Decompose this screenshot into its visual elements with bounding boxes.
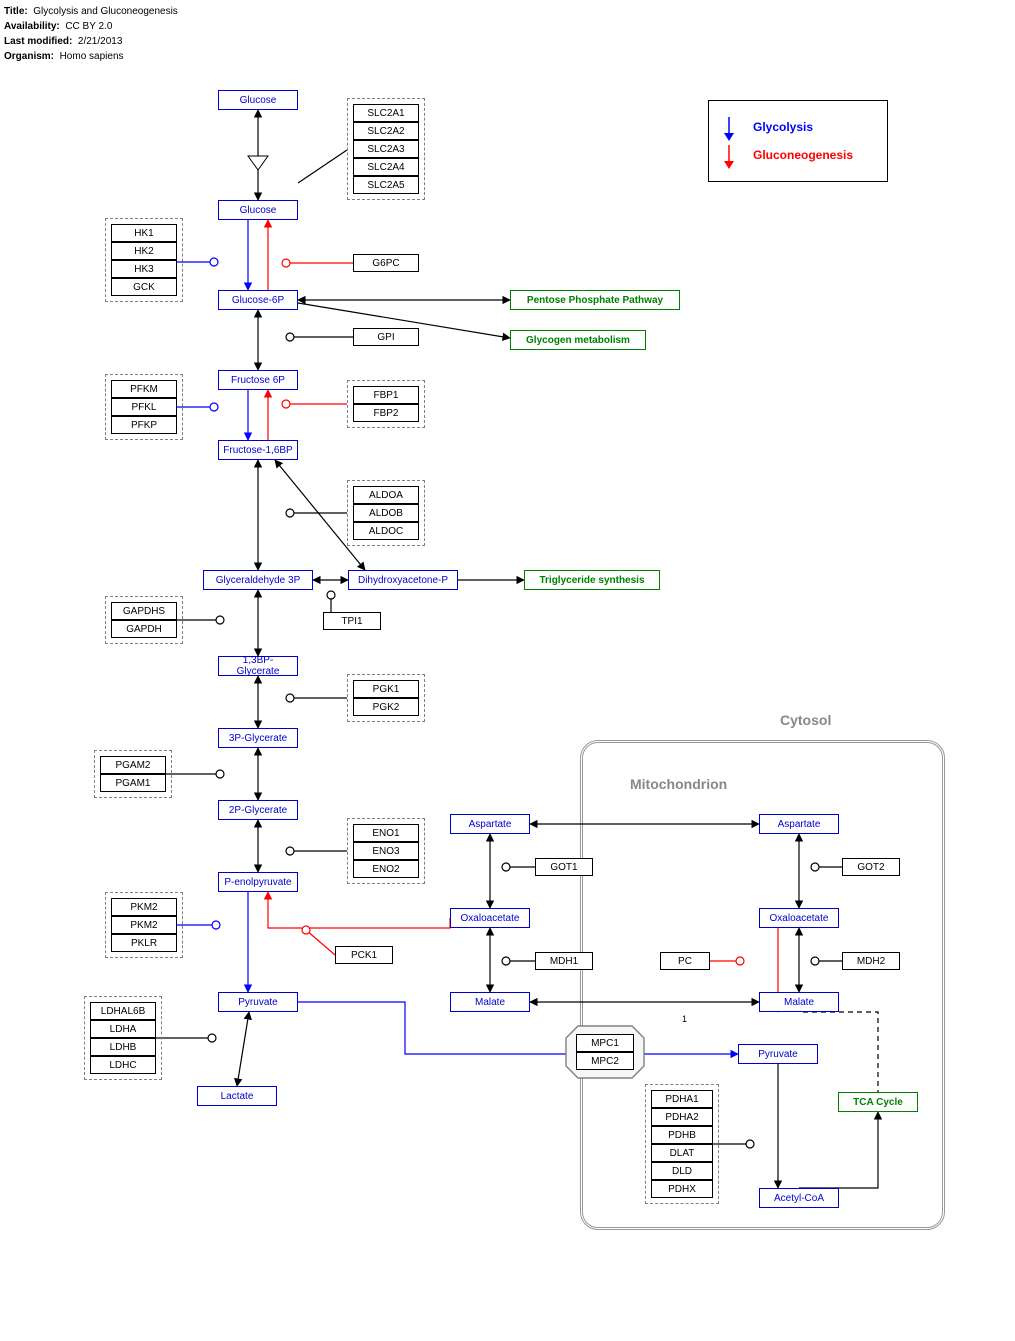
gene-pfk-2[interactable]: PFKP bbox=[111, 416, 177, 434]
meta-availability: CC BY 2.0 bbox=[65, 21, 112, 32]
gene-hk-1[interactable]: HK2 bbox=[111, 242, 177, 260]
gene-g6pc-0[interactable]: G6PC bbox=[353, 254, 419, 272]
gene-slc2-2[interactable]: SLC2A3 bbox=[353, 140, 419, 158]
meta-organism-label: Organism: bbox=[4, 51, 54, 62]
gluconeogenesis-arrow-icon bbox=[721, 143, 739, 167]
gene-pfk-0[interactable]: PFKM bbox=[111, 380, 177, 398]
gene-pck1-0[interactable]: PCK1 bbox=[335, 946, 393, 964]
gene-pgam-0[interactable]: PGAM2 bbox=[100, 756, 166, 774]
gene-fbp-0[interactable]: FBP1 bbox=[353, 386, 419, 404]
metabolite-aspartate[interactable]: Aspartate bbox=[450, 814, 530, 834]
gene-gapdh-0[interactable]: GAPDHS bbox=[111, 602, 177, 620]
gene-slc2-3[interactable]: SLC2A4 bbox=[353, 158, 419, 176]
gene-pk-1[interactable]: PKM2 bbox=[111, 916, 177, 934]
glycolysis-arrow-icon bbox=[721, 115, 739, 139]
meta-availability-label: Availability: bbox=[4, 21, 60, 32]
metabolite-gap[interactable]: Glyceraldehyde 3P bbox=[203, 570, 313, 590]
gene-pdh-4[interactable]: DLD bbox=[651, 1162, 713, 1180]
metabolite-aspartate_m[interactable]: Aspartate bbox=[759, 814, 839, 834]
metabolite-pyruvate[interactable]: Pyruvate bbox=[218, 992, 298, 1012]
gene-slc2-0[interactable]: SLC2A1 bbox=[353, 104, 419, 122]
metabolite-f16bp[interactable]: Fructose-1,6BP bbox=[218, 440, 298, 460]
pathway-tgsyn[interactable]: Triglyceride synthesis bbox=[524, 570, 660, 590]
legend-gluconeogenesis: Gluconeogenesis bbox=[721, 143, 875, 167]
metabolite-malate[interactable]: Malate bbox=[450, 992, 530, 1012]
metabolite-lactate[interactable]: Lactate bbox=[197, 1086, 277, 1106]
gene-mdh2-0[interactable]: MDH2 bbox=[842, 952, 900, 970]
pathway-ppp[interactable]: Pentose Phosphate Pathway bbox=[510, 290, 680, 310]
meta-title: Glycolysis and Gluconeogenesis bbox=[33, 6, 178, 17]
metabolite-malate_m[interactable]: Malate bbox=[759, 992, 839, 1012]
meta-lastmod: 2/21/2013 bbox=[78, 36, 123, 47]
gene-pfk-1[interactable]: PFKL bbox=[111, 398, 177, 416]
metabolite-glucose_ext[interactable]: Glucose bbox=[218, 90, 298, 110]
gene-hk-2[interactable]: HK3 bbox=[111, 260, 177, 278]
gene-eno-0[interactable]: ENO1 bbox=[353, 824, 419, 842]
gene-aldo-2[interactable]: ALDOC bbox=[353, 522, 419, 540]
edge bbox=[237, 1012, 249, 1086]
gene-pk-2[interactable]: PKLR bbox=[111, 934, 177, 952]
gene-mpc-0[interactable]: MPC1 bbox=[576, 1034, 634, 1052]
gene-ldh-1[interactable]: LDHA bbox=[90, 1020, 156, 1038]
edge bbox=[268, 892, 450, 928]
metabolite-pep[interactable]: P-enolpyruvate bbox=[218, 872, 298, 892]
gene-pgam-1[interactable]: PGAM1 bbox=[100, 774, 166, 792]
gene-pgk-1[interactable]: PGK2 bbox=[353, 698, 419, 716]
legend-glycolysis: Glycolysis bbox=[721, 115, 875, 139]
gene-pgk-0[interactable]: PGK1 bbox=[353, 680, 419, 698]
metabolite-pg2[interactable]: 2P-Glycerate bbox=[218, 800, 298, 820]
gene-slc2-4[interactable]: SLC2A5 bbox=[353, 176, 419, 194]
gene-pdh-2[interactable]: PDHB bbox=[651, 1126, 713, 1144]
gene-pdh-5[interactable]: PDHX bbox=[651, 1180, 713, 1198]
legend-gluconeogenesis-label: Gluconeogenesis bbox=[753, 148, 853, 162]
header-meta: Title: Glycolysis and Gluconeogenesis Ava… bbox=[4, 4, 178, 64]
gene-ldh-2[interactable]: LDHB bbox=[90, 1038, 156, 1056]
metabolite-bpg[interactable]: 1,3BP-Glycerate bbox=[218, 656, 298, 676]
gene-pc-0[interactable]: PC bbox=[660, 952, 710, 970]
pathway-glyc[interactable]: Glycogen metabolism bbox=[510, 330, 646, 350]
gene-fbp-1[interactable]: FBP2 bbox=[353, 404, 419, 422]
meta-title-label: Title: bbox=[4, 6, 28, 17]
meta-lastmod-label: Last modified: bbox=[4, 36, 72, 47]
meta-organism: Homo sapiens bbox=[60, 51, 124, 62]
gene-got2-0[interactable]: GOT2 bbox=[842, 858, 900, 876]
metabolite-g6p[interactable]: Glucose-6P bbox=[218, 290, 298, 310]
gene-got1-0[interactable]: GOT1 bbox=[535, 858, 593, 876]
gene-slc2-1[interactable]: SLC2A2 bbox=[353, 122, 419, 140]
gene-ldh-0[interactable]: LDHAL6B bbox=[90, 1002, 156, 1020]
gene-hk-3[interactable]: GCK bbox=[111, 278, 177, 296]
gene-gapdh-1[interactable]: GAPDH bbox=[111, 620, 177, 638]
gene-aldo-1[interactable]: ALDOB bbox=[353, 504, 419, 522]
gene-hk-0[interactable]: HK1 bbox=[111, 224, 177, 242]
metabolite-oaa_m[interactable]: Oxaloacetate bbox=[759, 908, 839, 928]
edge bbox=[306, 930, 335, 955]
footnote-1: 1 bbox=[682, 1014, 687, 1024]
mitochondrion-label: Mitochondrion bbox=[630, 776, 727, 792]
gene-mpc-1[interactable]: MPC2 bbox=[576, 1052, 634, 1070]
gene-gpi-0[interactable]: GPI bbox=[353, 328, 419, 346]
gene-pk-0[interactable]: PKM2 bbox=[111, 898, 177, 916]
gene-tpi-0[interactable]: TPI1 bbox=[323, 612, 381, 630]
gene-pdh-1[interactable]: PDHA2 bbox=[651, 1108, 713, 1126]
gene-pdh-0[interactable]: PDHA1 bbox=[651, 1090, 713, 1108]
gene-eno-2[interactable]: ENO2 bbox=[353, 860, 419, 878]
metabolite-acetylcoa[interactable]: Acetyl-CoA bbox=[759, 1188, 839, 1208]
legend-glycolysis-label: Glycolysis bbox=[753, 120, 813, 134]
gene-aldo-0[interactable]: ALDOA bbox=[353, 486, 419, 504]
gene-mdh1-0[interactable]: MDH1 bbox=[535, 952, 593, 970]
metabolite-dhap[interactable]: Dihydroxyacetone-P bbox=[348, 570, 458, 590]
metabolite-f6p[interactable]: Fructose 6P bbox=[218, 370, 298, 390]
gene-pdh-3[interactable]: DLAT bbox=[651, 1144, 713, 1162]
edge bbox=[298, 150, 347, 183]
cytosol-label: Cytosol bbox=[780, 712, 831, 728]
metabolite-oaa[interactable]: Oxaloacetate bbox=[450, 908, 530, 928]
legend: Glycolysis Gluconeogenesis bbox=[708, 100, 888, 182]
metabolite-pg3[interactable]: 3P-Glycerate bbox=[218, 728, 298, 748]
gene-ldh-3[interactable]: LDHC bbox=[90, 1056, 156, 1074]
pathway-tca[interactable]: TCA Cycle bbox=[838, 1092, 918, 1112]
gene-eno-1[interactable]: ENO3 bbox=[353, 842, 419, 860]
metabolite-pyruvate_m[interactable]: Pyruvate bbox=[738, 1044, 818, 1064]
metabolite-glucose[interactable]: Glucose bbox=[218, 200, 298, 220]
